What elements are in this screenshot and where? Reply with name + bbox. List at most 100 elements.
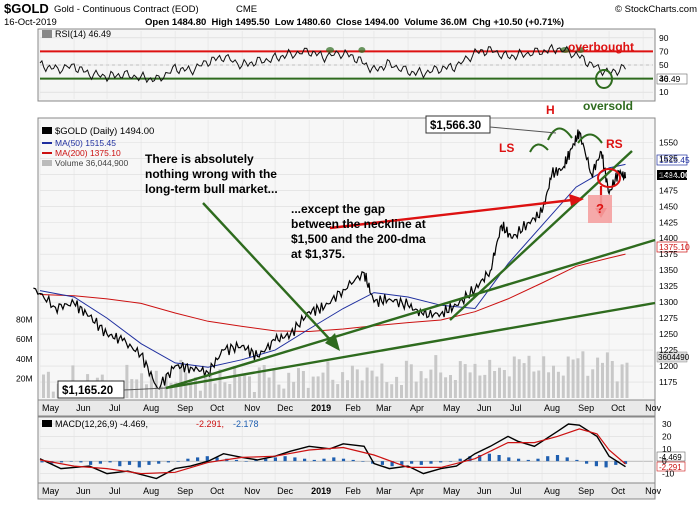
volume-bar (159, 386, 163, 398)
volume-bar (301, 371, 305, 398)
legend-price: $GOLD (Daily) 1494.00 (55, 126, 154, 137)
annotation-line-5: between the neckline at (291, 217, 426, 231)
legend-ma50: MA(50) 1515.45 (55, 138, 116, 148)
date-axis-label: Dec (277, 403, 294, 413)
volume-bar (478, 375, 482, 398)
volume-bar (473, 363, 477, 398)
macd-hist-bar (507, 457, 511, 462)
volume-tick-label: 20M (16, 373, 33, 383)
macd-hist-bar (575, 459, 579, 462)
price-tick-label: 1525 (659, 153, 678, 163)
rsi-last-value: 46.49 (659, 74, 681, 84)
macd-hist-bar (40, 461, 44, 463)
macd-hist-bar (623, 461, 628, 464)
ma200-line (39, 253, 626, 333)
volume-bar (198, 390, 202, 398)
rsi-tick-label: 30 (659, 74, 669, 84)
rsi-axis-ticks: 10 30 50 70 90 (659, 33, 669, 97)
macd-hist-bar (439, 461, 443, 463)
volume-bar (542, 356, 546, 398)
volume-bar (228, 384, 232, 398)
date-axis-label: Mar (376, 486, 392, 496)
macd-hist-bar (458, 458, 462, 462)
annotation-line-6: $1,500 and the 200-dma (291, 232, 426, 246)
macd-hist-bar (322, 458, 326, 462)
header-date: 16-Oct-2019 (4, 17, 57, 28)
macd-tick-label: 30 (662, 419, 672, 429)
rsi-overbought-fill (326, 47, 335, 54)
volume-bar (488, 359, 492, 398)
date-axis-label: Feb (345, 403, 361, 413)
macd-hist-bar (273, 457, 277, 462)
volume-bar (620, 364, 624, 398)
volume-bar (434, 355, 438, 398)
volume-bar (537, 370, 541, 398)
ma50-line (39, 163, 626, 368)
volume-bar (561, 375, 565, 398)
volume-bar (46, 371, 50, 398)
rsi-overbought-fill (576, 47, 585, 54)
date-axis-label: Jul (109, 486, 121, 496)
macd-hist-bar (400, 461, 404, 465)
right-shoulder-arc (577, 133, 603, 144)
volume-bar (140, 373, 144, 398)
ma50-value-label: 1515.45 (659, 155, 690, 165)
volume-bar (409, 364, 413, 398)
volume-bar (154, 370, 158, 398)
macd-hist-bar (448, 461, 453, 462)
price-axis-ticks: 1175 1200 1225 1250 1275 1300 1325 1350 1375 1400… (659, 137, 678, 387)
date-axis-label: Jun (477, 403, 492, 413)
volume-bar (395, 376, 399, 398)
volume-value-box (656, 351, 688, 363)
date-axis-label: Nov (244, 486, 261, 496)
volume-bar (208, 372, 212, 398)
date-axis-label: Mar (376, 403, 392, 413)
macd-hist-bar (283, 456, 287, 462)
price-tick-label: 1550 (659, 137, 678, 147)
header-name: Gold - Continuous Contract (EOD) (54, 4, 199, 15)
macd-hist-bar (380, 461, 384, 465)
date-axis-label: Jun (76, 486, 91, 496)
volume-bar (517, 359, 521, 398)
ma200-value-label: 1375.10 (659, 242, 690, 252)
rsi-tick-label: 10 (659, 87, 669, 97)
rsi-tick-label: 70 (659, 46, 669, 56)
macd-hist-bar (546, 456, 550, 462)
peak-callout-label: $1,566.30 (430, 120, 481, 132)
macd-tick-label: -10 (662, 469, 675, 479)
price-line (33, 129, 627, 390)
volume-bar (238, 376, 242, 398)
volume-bar (532, 371, 536, 398)
volume-bar (522, 363, 526, 398)
green-arrow-head (325, 333, 340, 351)
volume-bar (233, 365, 237, 398)
volume-bar (252, 392, 256, 398)
volume-bar (625, 362, 629, 398)
date-axis-label: Aug (143, 486, 159, 496)
date-axis-label: Sep (578, 403, 594, 413)
macd-hist-bar (89, 461, 93, 465)
volume-bar (404, 360, 408, 398)
price-value-box (657, 170, 687, 180)
volume-bar (463, 364, 467, 398)
macd-hist-bar (264, 458, 268, 462)
ma50-value-box (656, 154, 688, 166)
macd-hist-bar (254, 459, 258, 462)
volume-value-label: 3604490 (658, 353, 690, 362)
price-tick-label: 1425 (659, 217, 678, 227)
macd-hist-bar (410, 461, 414, 464)
date-axis-label: Jun (76, 403, 91, 413)
volume-bar (223, 382, 227, 398)
macd-hist-bar (157, 461, 161, 464)
macd-hist-bar (118, 461, 122, 467)
macd-histogram (40, 453, 628, 468)
macd-hist-bar (390, 461, 394, 467)
date-axis-label: Nov (645, 403, 662, 413)
red-arrow-shaft (329, 198, 573, 230)
macd-hist-bar (98, 461, 102, 464)
volume-bar (498, 367, 501, 398)
rsi-oversold-label: oversold (583, 99, 633, 113)
macd-tick-label: 0 (662, 456, 667, 466)
volume-bar (375, 376, 379, 398)
